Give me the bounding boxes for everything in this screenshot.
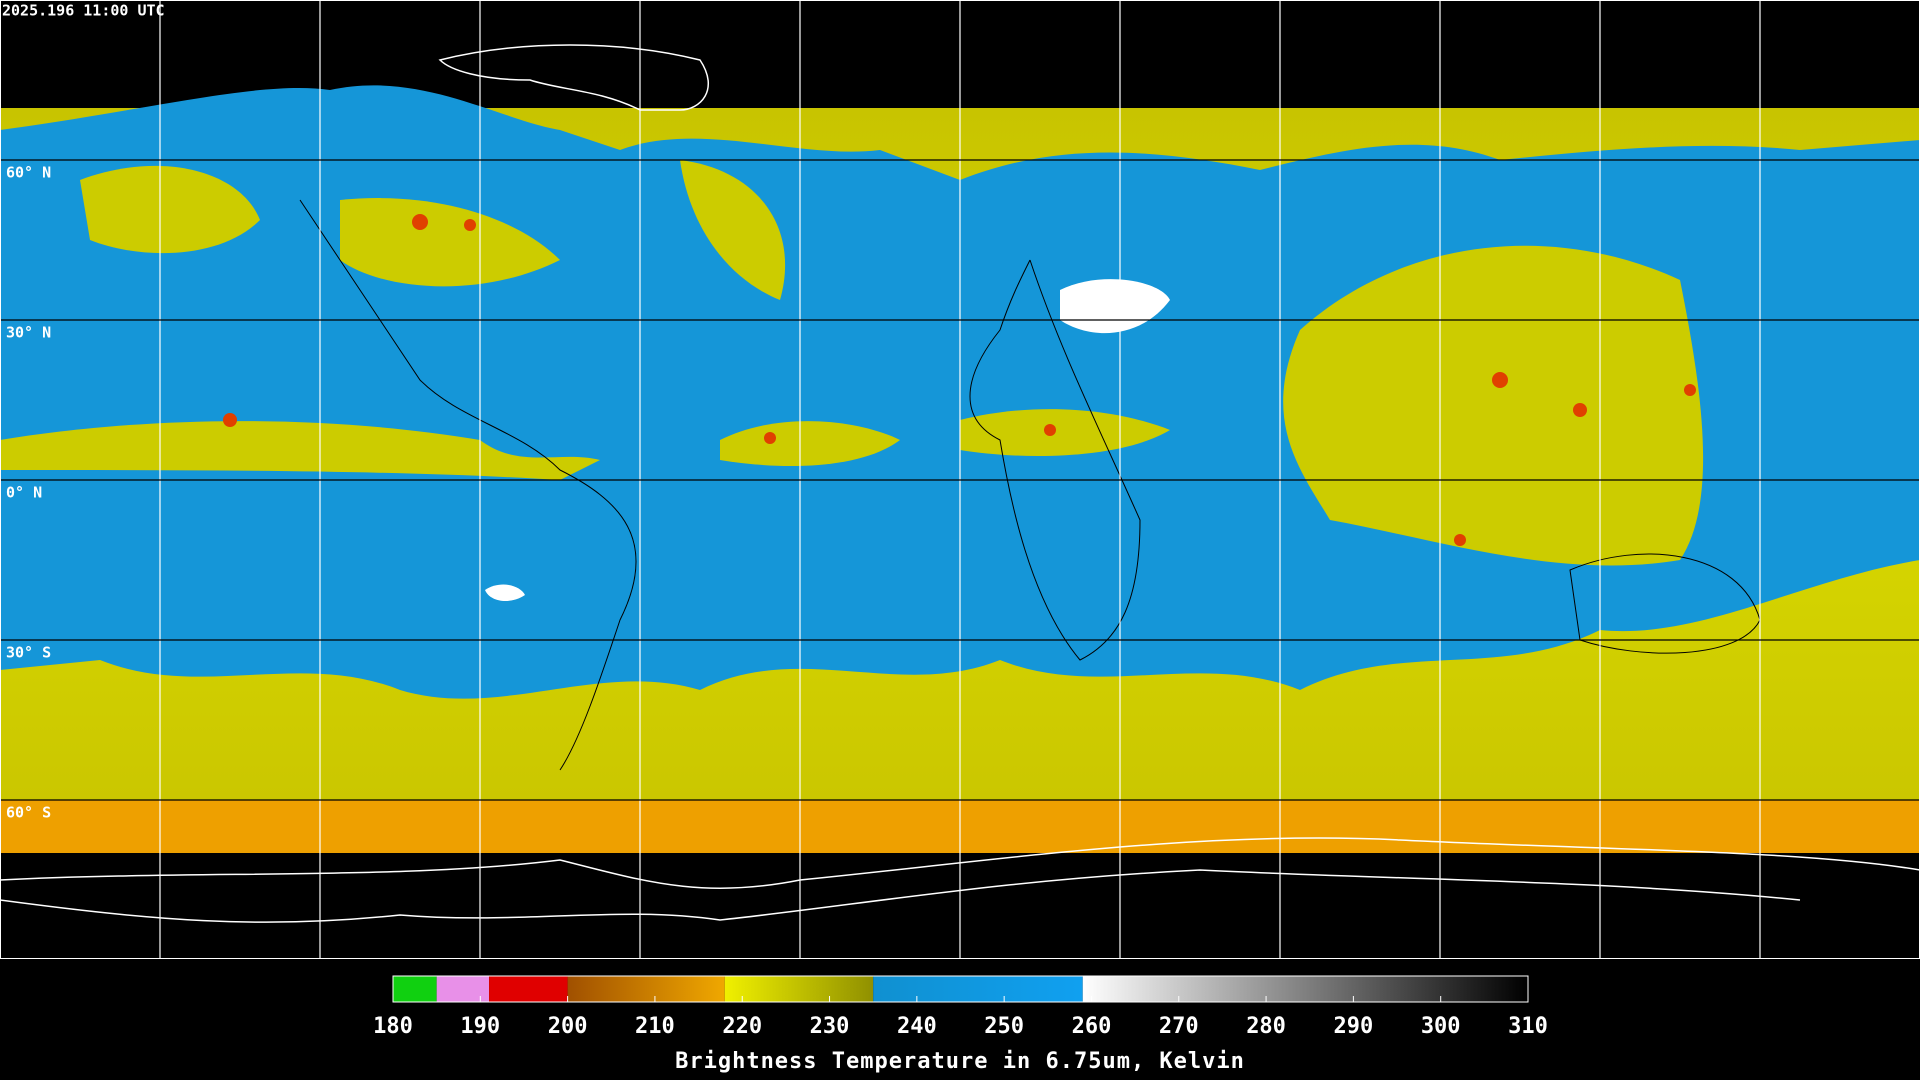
tropical-cloud (960, 409, 1170, 456)
latitude-label: 60° S (6, 804, 51, 822)
colorbar-tick-label: 240 (897, 1014, 937, 1039)
greenland (438, 44, 710, 111)
colorbar-tick-label: 260 (1072, 1014, 1112, 1039)
coastlines (0, 44, 1920, 923)
colorbar-segment (393, 976, 437, 1002)
latitude-label: 0° N (6, 484, 42, 502)
colorbar-segment (567, 976, 725, 1002)
colorbar-tick-label: 190 (460, 1014, 500, 1039)
storm-cloud (80, 165, 260, 254)
monsoon-cloud (1283, 245, 1704, 566)
timestamp: 2025.196 11:00 UTC (2, 2, 165, 20)
colorbar-segment (873, 976, 1083, 1002)
colorbar-tick-label: 220 (722, 1014, 762, 1039)
tropical-cloud (0, 421, 600, 480)
antarctica (0, 837, 1920, 923)
storm-cloud (340, 198, 560, 287)
colorbar-tick-label: 230 (810, 1014, 850, 1039)
colorbar-frame (392, 975, 1529, 1003)
colorbar-segment (724, 976, 874, 1002)
colorbar-tick-label: 300 (1421, 1014, 1461, 1039)
latitude-label: 60° N (6, 164, 51, 182)
colorbar: 180 190 200 210 220 230 240 250 260 270 280 290 300 3… (373, 975, 1548, 1039)
tropical-cloud (720, 421, 900, 466)
colorbar-tick-label: 280 (1246, 1014, 1286, 1039)
colorbar-segment (489, 976, 568, 1002)
graticule: 60° N 30° N 0° N 30° S 60° S (0, 0, 1920, 959)
storm-cloud (680, 160, 786, 300)
colorbar-tick-label: 180 (373, 1014, 413, 1039)
colorbar-segment (436, 976, 490, 1002)
colorbar-title: Brightness Temperature in 6.75um, Kelvin (675, 1049, 1245, 1074)
colorbar-tick-label: 210 (635, 1014, 675, 1039)
colorbar-tick-label: 310 (1508, 1014, 1548, 1039)
deep-convection (223, 214, 1696, 546)
colorbar-tick-label: 270 (1159, 1014, 1199, 1039)
colorbar-tick-label: 250 (984, 1014, 1024, 1039)
latitude-label: 30° S (6, 644, 51, 662)
colorbar-tick-label: 290 (1334, 1014, 1374, 1039)
colorbar-tick-label: 200 (548, 1014, 588, 1039)
latitude-label: 30° N (6, 324, 51, 342)
colorbar-segment (1082, 976, 1528, 1002)
warm-spot (485, 584, 525, 602)
